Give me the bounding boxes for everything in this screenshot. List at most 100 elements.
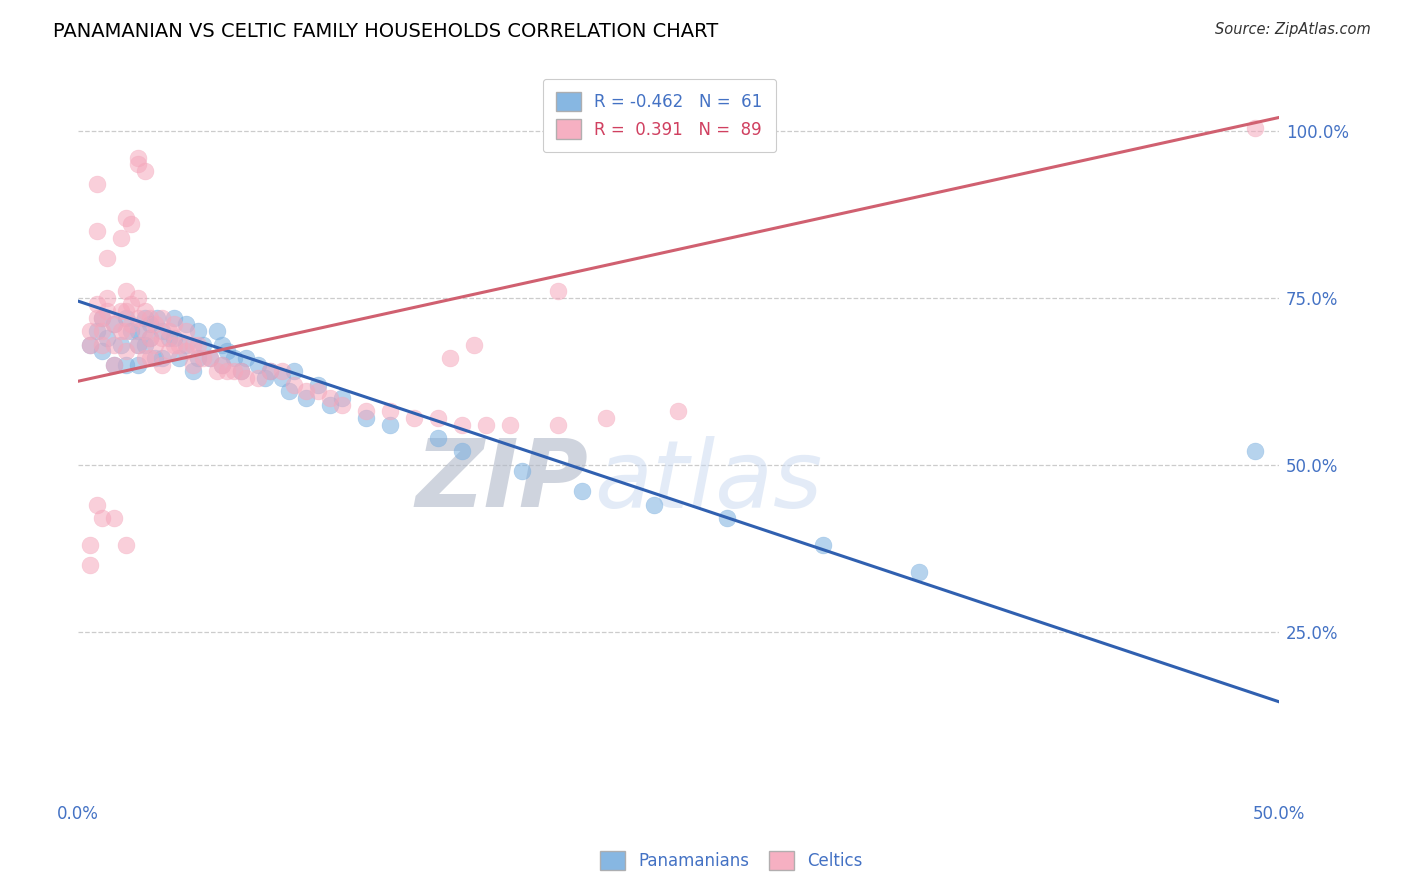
Point bbox=[211, 358, 233, 372]
Point bbox=[103, 318, 125, 332]
Point bbox=[380, 417, 402, 432]
Point bbox=[259, 364, 281, 378]
Point bbox=[174, 337, 197, 351]
Point bbox=[134, 310, 156, 325]
Text: atlas: atlas bbox=[595, 436, 823, 527]
Point bbox=[150, 324, 173, 338]
Point bbox=[571, 484, 593, 499]
Point bbox=[127, 157, 149, 171]
Point bbox=[134, 304, 156, 318]
Point bbox=[247, 358, 270, 372]
Point bbox=[174, 324, 197, 338]
Point bbox=[157, 331, 180, 345]
Point bbox=[79, 558, 101, 572]
Point bbox=[91, 324, 114, 338]
Point bbox=[191, 337, 214, 351]
Point bbox=[278, 384, 301, 399]
Text: PANAMANIAN VS CELTIC FAMILY HOUSEHOLDS CORRELATION CHART: PANAMANIAN VS CELTIC FAMILY HOUSEHOLDS C… bbox=[53, 22, 718, 41]
Point bbox=[134, 324, 156, 338]
Point bbox=[96, 251, 118, 265]
Point bbox=[143, 337, 166, 351]
Point bbox=[1244, 120, 1267, 135]
Point bbox=[150, 331, 173, 345]
Point bbox=[668, 404, 690, 418]
Point bbox=[163, 318, 186, 332]
Point bbox=[380, 404, 402, 418]
Point bbox=[211, 358, 233, 372]
Point bbox=[91, 511, 114, 525]
Point bbox=[143, 318, 166, 332]
Point bbox=[439, 351, 461, 365]
Point bbox=[907, 565, 929, 579]
Point bbox=[91, 310, 114, 325]
Point bbox=[79, 337, 101, 351]
Point bbox=[463, 337, 485, 351]
Point bbox=[174, 318, 197, 332]
Point bbox=[295, 391, 318, 405]
Point bbox=[110, 337, 132, 351]
Point bbox=[86, 324, 108, 338]
Point bbox=[120, 324, 142, 338]
Point bbox=[187, 324, 209, 338]
Point bbox=[163, 331, 186, 345]
Point bbox=[134, 351, 156, 365]
Point bbox=[1244, 444, 1267, 458]
Point bbox=[86, 178, 108, 192]
Point bbox=[247, 371, 270, 385]
Point bbox=[451, 417, 474, 432]
Point bbox=[110, 324, 132, 338]
Point bbox=[115, 211, 138, 225]
Point bbox=[127, 324, 149, 338]
Point bbox=[547, 284, 569, 298]
Point bbox=[115, 284, 138, 298]
Point bbox=[427, 411, 450, 425]
Point bbox=[307, 384, 329, 399]
Text: Source: ZipAtlas.com: Source: ZipAtlas.com bbox=[1215, 22, 1371, 37]
Point bbox=[127, 358, 149, 372]
Point bbox=[224, 351, 246, 365]
Legend: R = -0.462   N =  61, R =  0.391   N =  89: R = -0.462 N = 61, R = 0.391 N = 89 bbox=[543, 78, 776, 152]
Point bbox=[139, 310, 162, 325]
Point bbox=[404, 411, 426, 425]
Point bbox=[91, 337, 114, 351]
Point bbox=[191, 351, 214, 365]
Point bbox=[115, 310, 138, 325]
Point bbox=[103, 511, 125, 525]
Point bbox=[139, 331, 162, 345]
Point bbox=[163, 337, 186, 351]
Point bbox=[115, 324, 138, 338]
Point bbox=[643, 498, 665, 512]
Point bbox=[183, 337, 205, 351]
Point bbox=[174, 344, 197, 359]
Point bbox=[139, 351, 162, 365]
Point bbox=[103, 318, 125, 332]
Point bbox=[207, 364, 229, 378]
Point bbox=[86, 297, 108, 311]
Point bbox=[330, 391, 353, 405]
Point bbox=[103, 358, 125, 372]
Point bbox=[134, 337, 156, 351]
Text: ZIP: ZIP bbox=[416, 435, 589, 527]
Point bbox=[187, 351, 209, 365]
Point bbox=[86, 498, 108, 512]
Point bbox=[231, 364, 253, 378]
Point bbox=[183, 364, 205, 378]
Point bbox=[451, 444, 474, 458]
Point bbox=[271, 371, 294, 385]
Point bbox=[79, 324, 101, 338]
Point bbox=[330, 398, 353, 412]
Point bbox=[127, 291, 149, 305]
Point bbox=[79, 337, 101, 351]
Point bbox=[120, 297, 142, 311]
Point bbox=[183, 358, 205, 372]
Point bbox=[163, 310, 186, 325]
Point bbox=[146, 310, 169, 325]
Point bbox=[319, 391, 342, 405]
Point bbox=[115, 304, 138, 318]
Point bbox=[127, 337, 149, 351]
Point bbox=[512, 464, 534, 478]
Point bbox=[231, 364, 253, 378]
Point bbox=[187, 337, 209, 351]
Point bbox=[110, 304, 132, 318]
Point bbox=[283, 364, 305, 378]
